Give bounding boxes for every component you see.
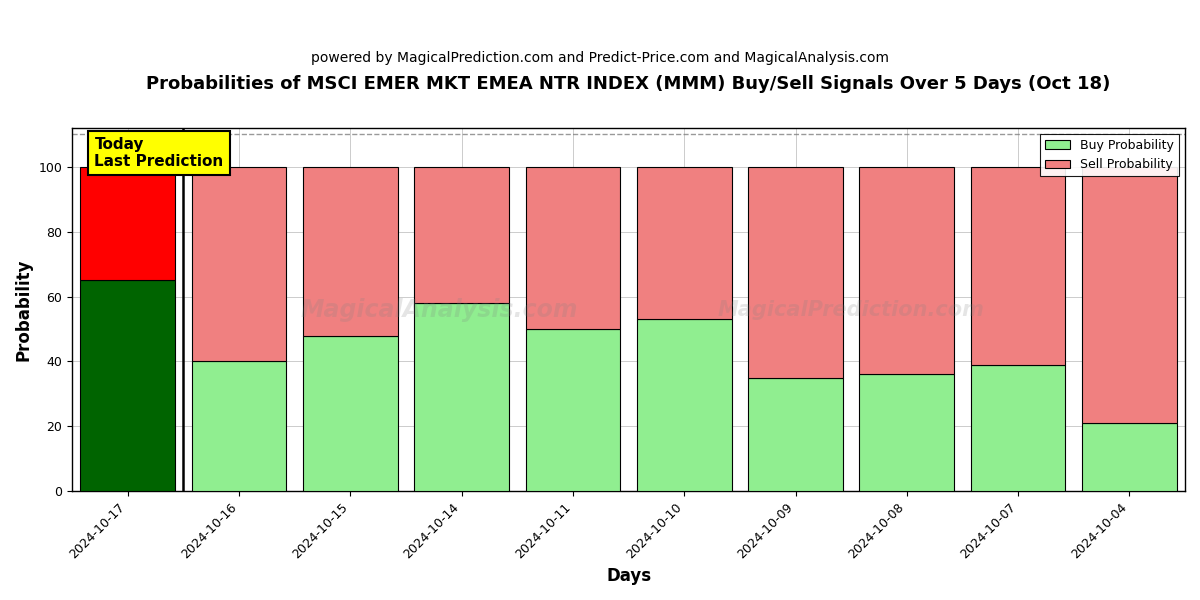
Bar <box>859 167 954 374</box>
Title: Probabilities of MSCI EMER MKT EMEA NTR INDEX (MMM) Buy/Sell Signals Over 5 Days: Probabilities of MSCI EMER MKT EMEA NTR … <box>146 75 1111 93</box>
Bar <box>526 329 620 491</box>
Bar <box>192 167 287 361</box>
Bar <box>637 167 732 319</box>
Bar <box>859 374 954 491</box>
Bar <box>971 365 1066 491</box>
Bar <box>749 378 842 491</box>
Bar <box>637 319 732 491</box>
Bar <box>1082 167 1177 423</box>
Bar <box>304 167 397 335</box>
Bar <box>80 167 175 280</box>
Legend: Buy Probability, Sell Probability: Buy Probability, Sell Probability <box>1040 134 1178 176</box>
Bar <box>80 280 175 491</box>
Bar <box>414 303 509 491</box>
Text: MagicalPrediction.com: MagicalPrediction.com <box>718 299 984 320</box>
Bar <box>192 361 287 491</box>
Bar <box>749 167 842 378</box>
Bar <box>304 335 397 491</box>
Text: Today
Last Prediction: Today Last Prediction <box>95 137 223 169</box>
Bar <box>971 167 1066 365</box>
Y-axis label: Probability: Probability <box>16 259 34 361</box>
Text: MagicalAnalysis.com: MagicalAnalysis.com <box>301 298 578 322</box>
Bar <box>1082 423 1177 491</box>
Bar <box>414 167 509 303</box>
Bar <box>526 167 620 329</box>
Text: powered by MagicalPrediction.com and Predict-Price.com and MagicalAnalysis.com: powered by MagicalPrediction.com and Pre… <box>311 51 889 65</box>
X-axis label: Days: Days <box>606 567 652 585</box>
